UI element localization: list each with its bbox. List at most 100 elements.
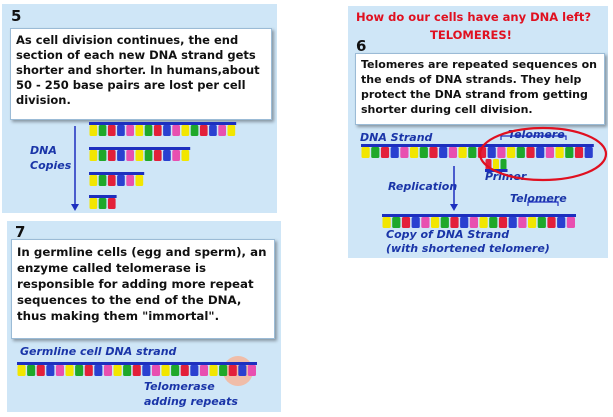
panel-6-answer: TELOMERES! [430, 28, 512, 42]
dna-copy-3 [89, 172, 145, 186]
base-pair [460, 217, 469, 228]
base-pair [458, 147, 467, 158]
base-pair [117, 125, 125, 136]
base-pair [209, 125, 217, 136]
base-pair [190, 125, 199, 136]
telomerase-label-line1: Telomerase [144, 380, 215, 393]
telomere-top-bracket [500, 135, 567, 140]
base-pair [247, 365, 256, 376]
panel-6-question: How do our cells have any DNA left? [356, 10, 592, 24]
panel-6-number: 6 [356, 37, 367, 55]
base-pair [508, 217, 517, 228]
base-pair [507, 147, 516, 158]
base-pair [468, 147, 477, 158]
panel-6-text: Telomeres are repeated sequences on the … [355, 53, 605, 125]
base-pair [126, 125, 134, 136]
base-pair [181, 125, 190, 136]
base-pair [400, 147, 409, 158]
base-pair [450, 217, 459, 228]
base-pair [401, 217, 411, 228]
base-pair [126, 175, 134, 186]
base-pair [65, 365, 74, 376]
germline-dna-strand [17, 362, 257, 376]
dna-backbone [361, 144, 594, 147]
dna-copies-arrow [71, 126, 79, 211]
dna-copies-label-line2: Copies [30, 159, 72, 172]
base-pair [199, 125, 208, 136]
base-pair [144, 150, 153, 161]
dna-backbone [17, 362, 257, 365]
dna-copy-4 [89, 195, 117, 209]
telomere-highlight-ring [478, 126, 608, 182]
base-pair [55, 365, 64, 376]
base-pair [566, 217, 575, 228]
base-pair [172, 150, 180, 161]
base-pair [135, 175, 144, 186]
copy-label-line1: Copy of DNA Strand [386, 228, 510, 241]
base-pair [380, 147, 390, 158]
telomerase-label-line2: adding repeats [144, 395, 238, 408]
base-pair [555, 147, 564, 158]
base-pair [153, 125, 162, 136]
base-pair [419, 147, 428, 158]
base-pair [545, 147, 554, 158]
dna-backbone [89, 147, 191, 150]
base-pair [172, 125, 180, 136]
base-pair [469, 217, 478, 228]
dna-backbone [382, 214, 576, 217]
telomere-bottom-bracket [527, 201, 559, 206]
base-pair [161, 365, 170, 376]
base-pair [431, 217, 440, 228]
base-pair [410, 147, 419, 158]
base-pair [135, 125, 144, 136]
panel-6: How do our cells have any DNA left? TELO… [348, 6, 608, 258]
base-pair [126, 150, 134, 161]
base-pair [89, 175, 98, 186]
base-pair [199, 365, 208, 376]
base-pair [107, 198, 116, 209]
base-pair [565, 147, 574, 158]
base-pair [132, 365, 141, 376]
dna-copies-label-line1: DNA [30, 144, 57, 157]
base-pair [84, 365, 93, 376]
primer-label: Primer [485, 170, 527, 183]
base-pair [98, 198, 107, 209]
replication-label: Replication [388, 180, 458, 193]
base-pair [163, 150, 171, 161]
dna-strand-original [361, 144, 594, 158]
base-pair [500, 159, 507, 170]
base-pair [498, 217, 508, 228]
base-pair [144, 125, 153, 136]
base-pair [153, 150, 162, 161]
dna-copy-1 [89, 122, 237, 136]
base-pair [440, 217, 449, 228]
base-pair [209, 365, 218, 376]
base-pair [361, 147, 370, 158]
base-pair [181, 150, 190, 161]
base-pair [46, 365, 55, 376]
dna-backbone [89, 195, 117, 198]
base-pair [439, 147, 448, 158]
base-pair [557, 217, 566, 228]
base-pair [27, 365, 36, 376]
dna-backbone [89, 122, 237, 125]
base-pair [584, 147, 593, 158]
dna-copy-2 [89, 147, 191, 161]
panel-5: 5 As cell division continues, the end se… [2, 4, 277, 213]
base-pair [180, 365, 189, 376]
base-pair [218, 125, 226, 136]
dna-copies-diagram [71, 122, 237, 211]
panel-7-number: 7 [15, 223, 26, 241]
base-pair [103, 365, 112, 376]
base-pair [228, 365, 237, 376]
base-pair [516, 147, 525, 158]
copy-label-line2: (with shortened telomere) [386, 242, 550, 255]
base-pair [190, 365, 199, 376]
base-pair [135, 150, 144, 161]
base-pair [429, 147, 438, 158]
base-pair [382, 217, 391, 228]
base-pair [117, 175, 125, 186]
base-pair [107, 125, 116, 136]
germline-dna-label: Germline cell DNA strand [20, 345, 177, 358]
base-pair [526, 147, 535, 158]
